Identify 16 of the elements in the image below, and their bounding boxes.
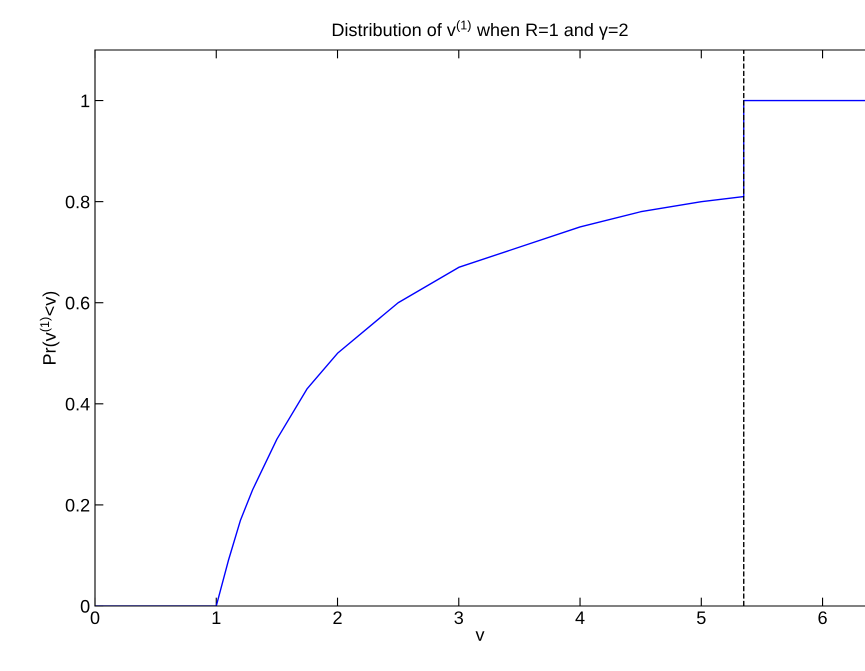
y-tick-label: 0.8 [66,196,90,208]
y-tick-label: 0 [80,600,90,613]
x-tick-label: 0 [90,611,100,624]
y-tick-label: 1 [81,94,90,108]
y-tick-label: 0.4 [66,398,90,411]
x-tick-label: 5 [697,612,706,624]
y-axis-title: Pr(v$^{(1)}$<v) [40,292,60,364]
y-tick-label: 0.6 [66,296,90,310]
x-tick-label: 4 [575,612,585,624]
x-tick-label: 2 [333,611,342,624]
x-tick-label: 3 [454,611,464,624]
x-axis-title: v [476,631,484,641]
chart-title: Distribution of v$^{(1)}$ when R=1 and γ=2 [332,20,628,40]
y-tick-label: 0.2 [66,498,90,512]
x-tick-label: 6 [818,611,827,624]
x-tick-label: 1 [212,612,220,624]
